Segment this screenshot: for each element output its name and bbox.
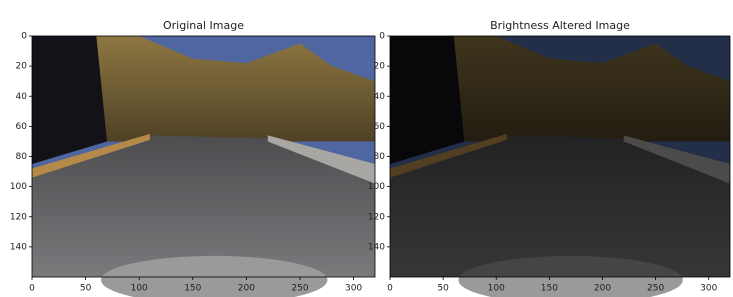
x-tick-label: 250 xyxy=(291,284,308,294)
y-tick-label: 0 xyxy=(21,32,27,42)
x-tick-label: 150 xyxy=(541,284,558,294)
axes-title: Brightness Altered Image xyxy=(490,19,630,32)
x-tick-label: 200 xyxy=(238,284,255,294)
x-tick-label: 150 xyxy=(184,284,201,294)
y-tick-label: 140 xyxy=(10,242,27,252)
y-tick-label: 100 xyxy=(368,182,385,192)
y-tick-label: 120 xyxy=(368,212,385,222)
y-tick-label: 20 xyxy=(16,62,28,72)
x-tick-label: 200 xyxy=(594,284,611,294)
y-tick-label: 100 xyxy=(10,182,27,192)
y-tick-label: 20 xyxy=(374,62,386,72)
y-tick-label: 120 xyxy=(10,212,27,222)
y-tick-label: 40 xyxy=(16,92,28,102)
x-tick-label: 0 xyxy=(387,284,393,294)
image xyxy=(32,36,375,297)
x-tick-label: 300 xyxy=(345,284,362,294)
y-tick-label: 40 xyxy=(374,92,386,102)
x-tick-label: 300 xyxy=(700,284,717,294)
dim xyxy=(390,36,730,277)
y-tick-label: 60 xyxy=(374,122,386,132)
page: Original Image05010015020025030002040608… xyxy=(0,0,733,297)
figure: Original Image05010015020025030002040608… xyxy=(0,0,733,297)
y-tick-label: 0 xyxy=(379,32,385,42)
x-tick-label: 50 xyxy=(437,284,449,294)
y-tick-label: 80 xyxy=(374,152,386,162)
x-tick-label: 100 xyxy=(131,284,148,294)
y-tick-label: 80 xyxy=(16,152,28,162)
x-tick-label: 250 xyxy=(647,284,664,294)
x-tick-label: 0 xyxy=(29,284,35,294)
axes-title: Original Image xyxy=(163,19,244,32)
x-tick-label: 50 xyxy=(80,284,92,294)
y-tick-label: 140 xyxy=(368,242,385,252)
y-tick-label: 60 xyxy=(16,122,28,132)
image xyxy=(390,36,730,297)
x-tick-label: 100 xyxy=(488,284,505,294)
